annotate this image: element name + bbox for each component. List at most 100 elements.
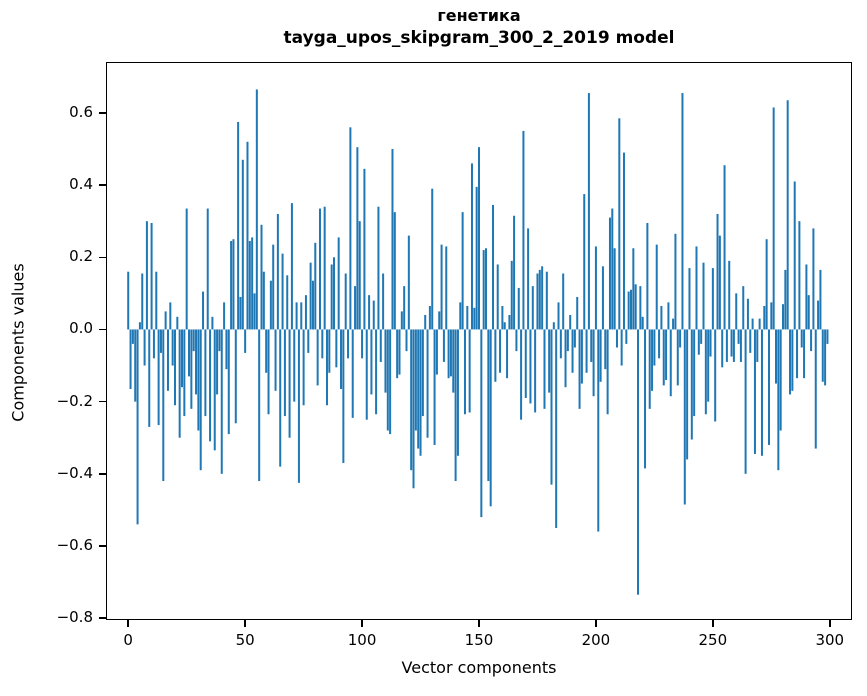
bar <box>520 329 523 420</box>
bar <box>176 316 179 330</box>
bar <box>300 302 303 330</box>
bar <box>340 329 343 389</box>
bar <box>286 275 289 330</box>
bar <box>739 329 742 362</box>
bar <box>382 273 385 330</box>
y-tick-label: 0.2 <box>69 247 93 266</box>
bar <box>279 329 282 467</box>
bar <box>613 248 616 330</box>
bar <box>440 244 443 330</box>
bar <box>714 329 717 422</box>
bar <box>515 329 518 352</box>
bar <box>824 329 827 386</box>
bar <box>571 329 574 373</box>
bar <box>559 329 562 359</box>
bar <box>389 329 392 435</box>
y-tick-label: 0.0 <box>69 319 93 338</box>
bar <box>337 237 340 330</box>
bar <box>721 329 724 368</box>
bar <box>148 329 151 427</box>
bar <box>709 329 712 357</box>
y-tick-label: −0.8 <box>56 608 93 627</box>
bar <box>767 329 770 445</box>
y-tick-label: −0.2 <box>56 391 93 410</box>
bar <box>508 315 511 330</box>
bar <box>356 147 359 330</box>
bar <box>333 257 336 330</box>
bar <box>164 311 167 330</box>
bar <box>386 329 389 431</box>
bar <box>178 329 181 438</box>
bar <box>463 329 466 415</box>
bar <box>199 329 202 471</box>
bar <box>230 241 233 330</box>
bar <box>232 239 235 330</box>
bar <box>295 302 298 330</box>
bar <box>365 329 368 420</box>
bar <box>220 329 223 474</box>
bar <box>517 287 520 330</box>
bar <box>557 302 560 330</box>
bar <box>141 273 144 330</box>
bar <box>735 293 738 330</box>
bar <box>403 286 406 330</box>
bar <box>777 329 780 471</box>
bar <box>459 302 462 330</box>
bar <box>597 329 600 532</box>
bar <box>763 305 766 330</box>
bar <box>225 329 228 370</box>
bar <box>723 165 726 330</box>
bar <box>606 329 609 415</box>
bar <box>335 329 338 368</box>
bar <box>702 262 705 330</box>
bar <box>737 329 740 344</box>
bar <box>227 329 230 435</box>
bar <box>489 329 492 507</box>
bar <box>697 329 700 355</box>
bar <box>370 329 373 395</box>
y-tick-mark <box>99 400 106 403</box>
bar <box>129 329 132 389</box>
bar <box>241 159 244 330</box>
bar <box>466 305 469 330</box>
bar <box>407 235 410 330</box>
bar <box>758 318 761 330</box>
bar <box>676 329 679 386</box>
bar <box>265 329 268 373</box>
bar <box>545 271 548 330</box>
bar <box>503 322 506 330</box>
bar <box>487 329 490 482</box>
bar <box>267 329 270 415</box>
bar <box>655 244 658 330</box>
bar <box>585 329 588 373</box>
y-tick-mark <box>99 473 106 475</box>
bar <box>770 302 773 330</box>
bar <box>569 315 572 330</box>
bar <box>204 329 207 417</box>
bar <box>494 329 497 382</box>
bar <box>534 329 537 413</box>
y-tick-mark <box>99 328 106 331</box>
bar <box>239 296 242 330</box>
bar <box>438 311 441 330</box>
bar <box>604 329 607 370</box>
y-tick-mark <box>99 617 106 619</box>
bar <box>417 329 420 449</box>
bar <box>700 329 703 344</box>
bar <box>693 329 696 417</box>
bar <box>255 89 258 330</box>
bar <box>637 329 640 595</box>
bar <box>478 147 480 330</box>
bar <box>272 244 275 330</box>
bar <box>456 329 459 456</box>
bar <box>377 206 380 330</box>
bar <box>218 329 221 352</box>
bar <box>821 329 824 382</box>
bar <box>499 329 502 373</box>
bar <box>482 250 485 330</box>
bar <box>630 289 633 330</box>
bar <box>155 271 158 330</box>
bar <box>358 221 361 330</box>
bar <box>531 286 534 330</box>
bar <box>166 329 169 391</box>
